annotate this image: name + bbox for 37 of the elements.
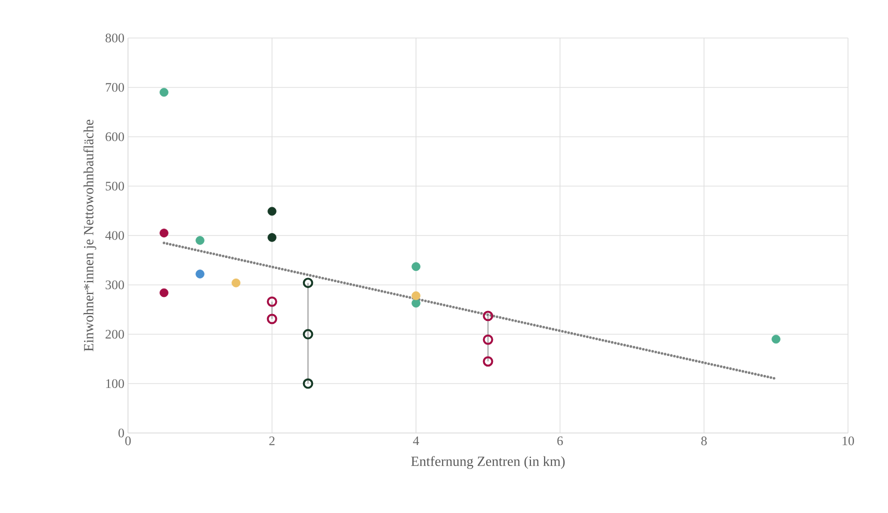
- x-tick-label: 8: [701, 436, 707, 446]
- y-tick-label: 100: [106, 379, 124, 388]
- point: [160, 88, 168, 97]
- y-tick-label: 400: [105, 231, 124, 240]
- y-tick-label: 600: [106, 132, 124, 142]
- point: [302, 278, 314, 288]
- point: [412, 298, 420, 308]
- point: [412, 262, 420, 271]
- point: [302, 378, 314, 389]
- x-tick-label: 6: [557, 436, 563, 446]
- x-tick-label: 0: [125, 436, 131, 446]
- y-axis-title: Einwohner*innen je Nettowohnbaufläche: [83, 120, 96, 352]
- point: [160, 288, 168, 298]
- y-tick-label: 200: [106, 330, 124, 339]
- point: [772, 334, 780, 344]
- point: [160, 228, 168, 238]
- point: [482, 310, 494, 322]
- point: [482, 334, 494, 345]
- x-tick-label: 4: [413, 436, 420, 446]
- y-tick-label: 700: [106, 83, 124, 92]
- y-tick-label: 500: [106, 182, 124, 190]
- point: [302, 329, 314, 340]
- point: [266, 296, 278, 307]
- x-tick-label: 2: [269, 436, 275, 446]
- x-axis-title: Entfernung Zentren (in km): [411, 456, 565, 469]
- point: [266, 314, 278, 324]
- x-tick-label: 10: [842, 436, 854, 446]
- point: [268, 233, 276, 242]
- point: [196, 270, 204, 278]
- point: [268, 206, 276, 216]
- point: [412, 291, 420, 300]
- point: [232, 278, 240, 288]
- point: [482, 356, 494, 367]
- y-tick-label: 300: [106, 280, 124, 290]
- y-tick-label: 0: [118, 428, 124, 438]
- point: [196, 236, 204, 245]
- y-tick-label: 800: [106, 34, 124, 42]
